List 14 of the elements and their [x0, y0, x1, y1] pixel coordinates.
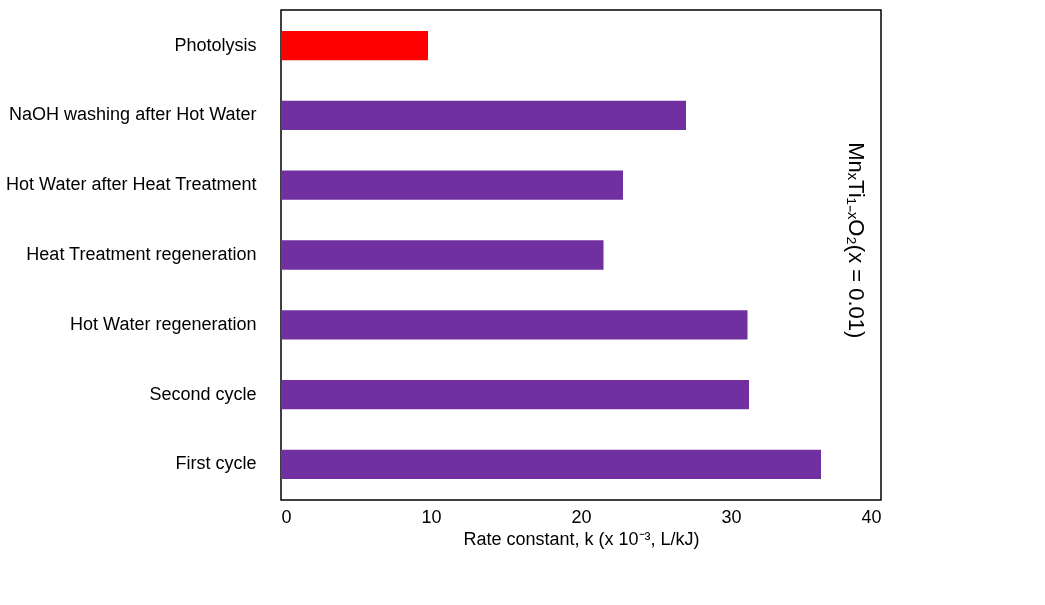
- annotation: MnₓTi₁₋ₓO₂(x = 0.01): [844, 142, 869, 339]
- x-tick-label: 0: [281, 506, 292, 527]
- x-tick-label: 10: [421, 506, 442, 527]
- y-tick-label: Heat Treatment regeneration: [26, 244, 257, 264]
- x-tick-label: 40: [861, 506, 882, 527]
- x-tick-label: 30: [721, 506, 742, 527]
- y-tick-label: NaOH washing after Hot Water: [9, 104, 257, 125]
- y-tick-label: Hot Water after Heat Treatment: [6, 174, 257, 195]
- y-tick-label: Second cycle: [149, 383, 257, 404]
- x-axis-title: Rate constant, k (x 10⁻³, L/kJ): [463, 528, 700, 549]
- y-tick-label: Hot Water regeneration: [70, 313, 257, 334]
- y-tick-label: First cycle: [175, 453, 257, 474]
- x-tick-label: 20: [571, 506, 592, 527]
- y-tick-label: Photolysis: [174, 34, 257, 55]
